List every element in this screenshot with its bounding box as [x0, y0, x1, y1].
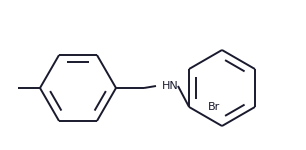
Text: HN: HN: [162, 81, 179, 91]
Text: Br: Br: [208, 102, 220, 112]
